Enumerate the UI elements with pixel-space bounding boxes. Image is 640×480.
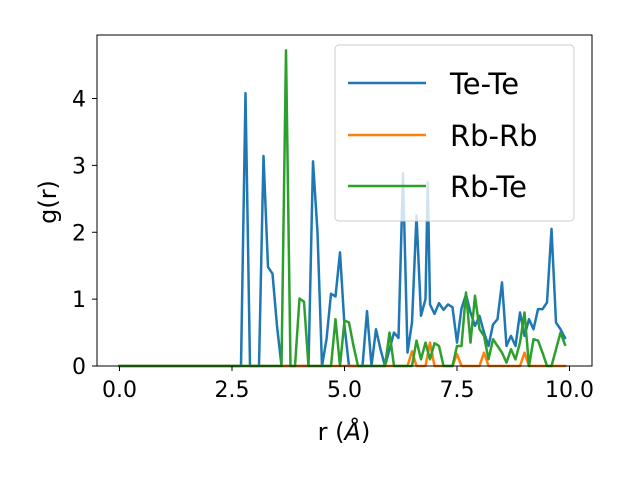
x-tick-label: 7.5 bbox=[440, 378, 475, 403]
x-axis-label: r (Å) bbox=[318, 417, 371, 446]
legend-box bbox=[334, 44, 575, 222]
y-tick-label: 0 bbox=[72, 355, 86, 380]
x-axis-label-text: r ( bbox=[318, 418, 345, 446]
x-axis: 0.0 2.5 5.0 7.5 10.0 bbox=[102, 366, 594, 403]
legend: Te-Te Rb-Rb Rb-Te bbox=[334, 44, 575, 222]
series-line-te-te bbox=[118, 91, 567, 368]
y-axis-label: g(r) bbox=[34, 180, 62, 224]
x-tick-label: 5.0 bbox=[327, 378, 362, 403]
legend-label-rb-te: Rb-Te bbox=[450, 170, 527, 204]
series-line-rb-rb bbox=[118, 341, 567, 368]
legend-label-te-te: Te-Te bbox=[449, 67, 519, 101]
legend-label-rb-rb: Rb-Rb bbox=[450, 119, 538, 153]
x-tick-label: 2.5 bbox=[215, 378, 250, 403]
y-tick-label: 1 bbox=[72, 288, 86, 313]
x-tick-label: 0.0 bbox=[102, 378, 137, 403]
y-axis: 0 1 2 3 4 bbox=[72, 88, 97, 380]
y-tick-label: 3 bbox=[72, 154, 86, 179]
x-axis-label-close: ) bbox=[361, 418, 370, 446]
y-tick-label: 4 bbox=[72, 88, 86, 113]
x-tick-label: 10.0 bbox=[545, 378, 594, 403]
x-axis-label-symbol: Å bbox=[343, 417, 361, 446]
y-tick-label: 2 bbox=[72, 221, 86, 246]
